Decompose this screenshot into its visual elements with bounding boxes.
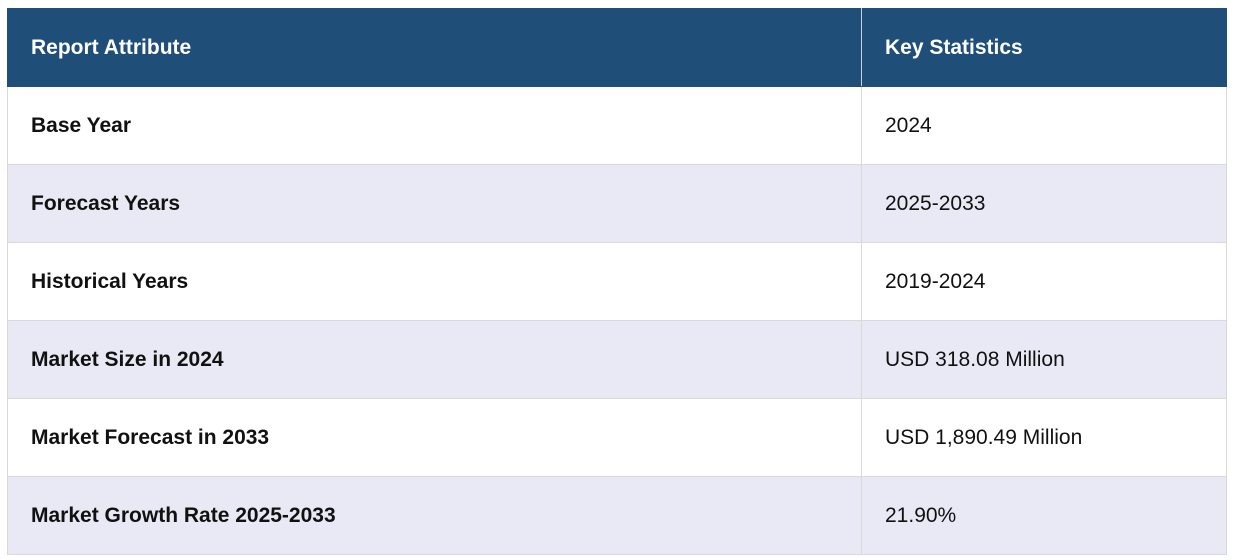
table-row: Base Year 2024 xyxy=(7,86,1227,165)
attribute-cell: Market Growth Rate 2025-2033 xyxy=(7,476,862,555)
attribute-cell: Base Year xyxy=(7,86,862,165)
value-cell: USD 1,890.49 Million xyxy=(861,398,1227,477)
header-cell: Key Statistics xyxy=(861,8,1227,87)
table-row: Market Size in 2024 USD 318.08 Million xyxy=(7,320,1227,399)
stats-table: Report Attribute Key Statistics Base Yea… xyxy=(7,8,1227,555)
value-cell: 2024 xyxy=(861,86,1227,165)
table-row: Market Growth Rate 2025-2033 21.90% xyxy=(7,476,1227,555)
table-row: Historical Years 2019-2024 xyxy=(7,242,1227,321)
table-row: Market Forecast in 2033 USD 1,890.49 Mill… xyxy=(7,398,1227,477)
table-body: Base Year 2024 Forecast Years 2025-2033 Hist… xyxy=(7,86,1227,555)
attribute-cell: Market Size in 2024 xyxy=(7,320,862,399)
attribute-cell: Forecast Years xyxy=(7,164,862,243)
value-cell: 2025-2033 xyxy=(861,164,1227,243)
attribute-cell: Market Forecast in 2033 xyxy=(7,398,862,477)
value-cell: 2019-2024 xyxy=(861,242,1227,321)
header-row: Report Attribute Key Statistics xyxy=(7,8,1227,87)
header-cell: Report Attribute xyxy=(7,8,862,87)
attribute-cell: Historical Years xyxy=(7,242,862,321)
table-row: Forecast Years 2025-2033 xyxy=(7,164,1227,243)
value-cell: 21.90% xyxy=(861,476,1227,555)
value-cell: USD 318.08 Million xyxy=(861,320,1227,399)
table-header: Report Attribute Key Statistics xyxy=(7,8,1227,87)
